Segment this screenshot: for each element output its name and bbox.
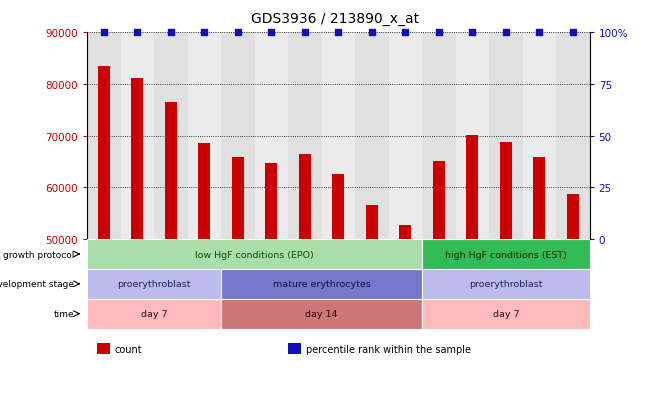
Bar xyxy=(154,33,188,240)
Bar xyxy=(500,142,512,413)
Bar xyxy=(523,33,556,240)
Bar xyxy=(466,135,478,413)
Bar xyxy=(332,175,344,413)
Bar xyxy=(221,299,422,329)
Point xyxy=(266,30,277,36)
Bar xyxy=(198,144,210,413)
Bar xyxy=(456,33,489,240)
Point xyxy=(132,30,143,36)
Bar xyxy=(188,33,221,240)
Text: growth protocol: growth protocol xyxy=(3,250,74,259)
Bar xyxy=(567,194,579,413)
Bar xyxy=(87,269,221,299)
Bar xyxy=(422,269,590,299)
Text: count: count xyxy=(115,344,142,354)
Bar xyxy=(288,33,322,240)
Bar xyxy=(165,103,177,413)
Bar xyxy=(489,33,523,240)
Bar xyxy=(389,33,422,240)
Point xyxy=(333,30,344,36)
Bar xyxy=(355,33,389,240)
Point xyxy=(232,30,243,36)
Bar xyxy=(232,158,244,413)
Bar xyxy=(399,225,411,413)
Text: day 7: day 7 xyxy=(141,309,168,318)
Text: development stage: development stage xyxy=(0,280,74,289)
Point xyxy=(366,30,377,36)
Bar xyxy=(366,206,378,413)
Bar xyxy=(322,33,355,240)
Text: GDS3936 / 213890_x_at: GDS3936 / 213890_x_at xyxy=(251,12,419,26)
Bar xyxy=(422,33,456,240)
Bar xyxy=(121,33,154,240)
Bar xyxy=(299,154,311,413)
Text: percentile rank within the sample: percentile rank within the sample xyxy=(306,344,471,354)
Bar xyxy=(288,343,301,354)
Bar xyxy=(87,33,121,240)
Bar xyxy=(221,33,255,240)
Bar xyxy=(422,240,590,269)
Bar xyxy=(422,299,590,329)
Bar xyxy=(265,163,277,413)
Bar xyxy=(533,158,545,413)
Point xyxy=(500,30,511,36)
Point xyxy=(199,30,210,36)
Text: time: time xyxy=(54,309,74,318)
Bar xyxy=(87,240,422,269)
Point xyxy=(567,30,578,36)
Point xyxy=(534,30,545,36)
Bar xyxy=(556,33,590,240)
Point xyxy=(400,30,411,36)
Bar xyxy=(255,33,288,240)
Point xyxy=(165,30,176,36)
Point xyxy=(98,30,109,36)
Bar xyxy=(433,162,445,413)
Bar xyxy=(98,66,110,413)
Text: proerythroblast: proerythroblast xyxy=(117,280,191,289)
Text: low HgF conditions (EPO): low HgF conditions (EPO) xyxy=(195,250,314,259)
Bar xyxy=(87,299,221,329)
Point xyxy=(433,30,444,36)
Text: high HgF conditions (EST): high HgF conditions (EST) xyxy=(445,250,567,259)
Point xyxy=(467,30,478,36)
Text: day 14: day 14 xyxy=(306,309,338,318)
Point xyxy=(299,30,310,36)
Bar xyxy=(131,78,143,413)
Text: proerythroblast: proerythroblast xyxy=(469,280,543,289)
Text: mature erythrocytes: mature erythrocytes xyxy=(273,280,371,289)
Text: day 7: day 7 xyxy=(492,309,519,318)
Bar xyxy=(221,269,422,299)
Bar xyxy=(97,343,110,354)
